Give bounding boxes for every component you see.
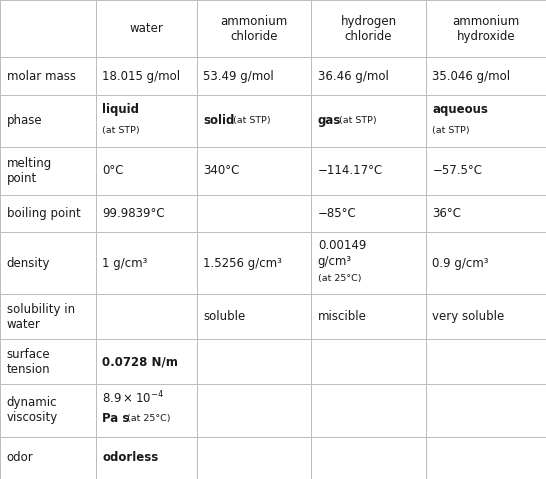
Text: solid: solid <box>203 114 234 127</box>
Text: odorless: odorless <box>102 451 158 464</box>
Text: (at STP): (at STP) <box>339 116 376 125</box>
Text: hydrogen
chloride: hydrogen chloride <box>341 15 396 43</box>
Text: phase: phase <box>7 114 42 127</box>
Text: g/cm³: g/cm³ <box>318 255 352 268</box>
Text: 18.015 g/mol: 18.015 g/mol <box>102 69 180 82</box>
Text: liquid: liquid <box>102 103 139 116</box>
Text: aqueous: aqueous <box>432 103 488 116</box>
Text: 0.0728 N/m: 0.0728 N/m <box>102 355 178 368</box>
Text: 1 g/cm³: 1 g/cm³ <box>102 257 147 270</box>
Text: water: water <box>129 22 163 35</box>
Text: $8.9\times10^{-4}$: $8.9\times10^{-4}$ <box>102 390 164 407</box>
Text: (at STP): (at STP) <box>102 126 140 135</box>
Text: 53.49 g/mol: 53.49 g/mol <box>203 69 274 82</box>
Text: 340°C: 340°C <box>203 164 240 177</box>
Text: 36.46 g/mol: 36.46 g/mol <box>318 69 389 82</box>
Text: boiling point: boiling point <box>7 207 80 220</box>
Text: 99.9839°C: 99.9839°C <box>102 207 165 220</box>
Text: (at STP): (at STP) <box>233 116 271 125</box>
Text: (at 25°C): (at 25°C) <box>318 274 361 283</box>
Text: gas: gas <box>318 114 341 127</box>
Text: 0.9 g/cm³: 0.9 g/cm³ <box>432 257 489 270</box>
Text: dynamic
viscosity: dynamic viscosity <box>7 397 58 424</box>
Text: −85°C: −85°C <box>318 207 357 220</box>
Text: density: density <box>7 257 50 270</box>
Text: surface
tension: surface tension <box>7 348 50 376</box>
Text: melting
point: melting point <box>7 157 52 185</box>
Text: miscible: miscible <box>318 310 367 323</box>
Text: odor: odor <box>7 451 33 464</box>
Text: (at 25°C): (at 25°C) <box>127 414 171 423</box>
Text: 0.00149: 0.00149 <box>318 239 366 252</box>
Text: 0°C: 0°C <box>102 164 123 177</box>
Text: 1.5256 g/cm³: 1.5256 g/cm³ <box>203 257 282 270</box>
Text: 36°C: 36°C <box>432 207 461 220</box>
Text: ammonium
hydroxide: ammonium hydroxide <box>452 15 520 43</box>
Text: 35.046 g/mol: 35.046 g/mol <box>432 69 511 82</box>
Text: Pa s: Pa s <box>102 412 129 425</box>
Text: −57.5°C: −57.5°C <box>432 164 483 177</box>
Text: very soluble: very soluble <box>432 310 505 323</box>
Text: solubility in
water: solubility in water <box>7 303 75 331</box>
Text: molar mass: molar mass <box>7 69 75 82</box>
Text: ammonium
chloride: ammonium chloride <box>220 15 288 43</box>
Text: soluble: soluble <box>203 310 245 323</box>
Text: −114.17°C: −114.17°C <box>318 164 383 177</box>
Text: (at STP): (at STP) <box>432 126 470 135</box>
